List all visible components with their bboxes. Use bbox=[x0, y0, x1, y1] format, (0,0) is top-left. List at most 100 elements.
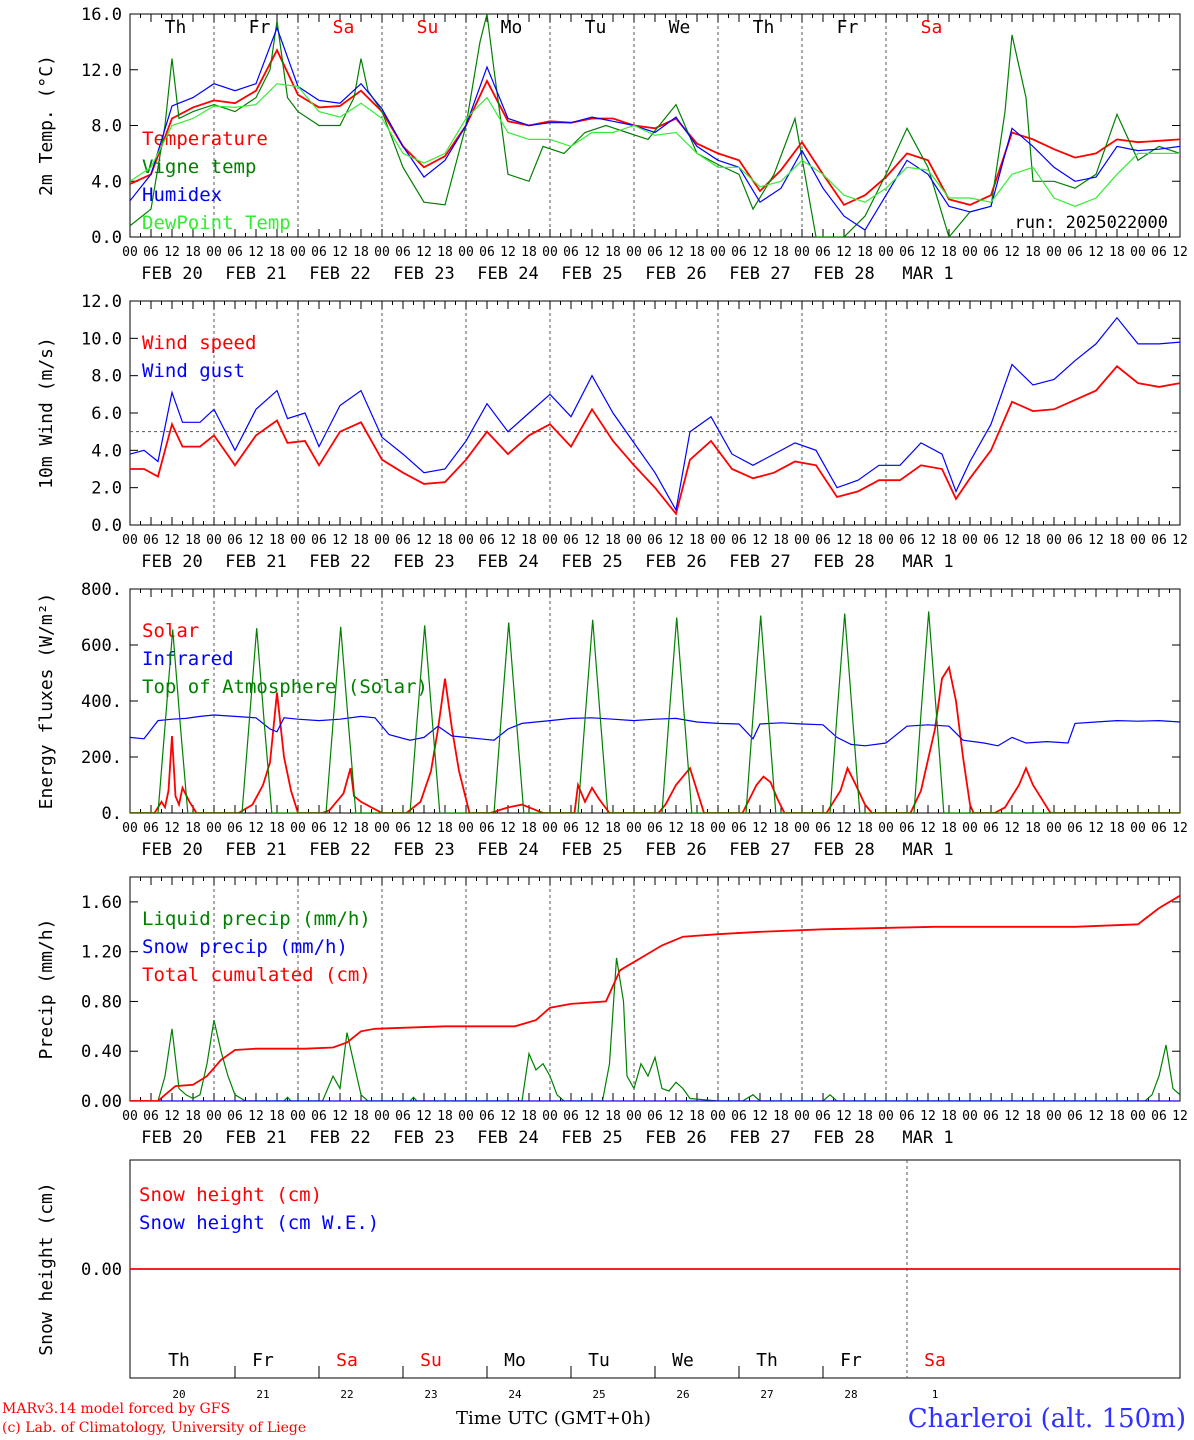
series-line-top-of-atmosphere-solar- bbox=[130, 611, 1180, 813]
hour-label: 12 bbox=[836, 1109, 852, 1124]
y-axis-title: Precip (mm/h) bbox=[36, 919, 57, 1060]
date-label: FEB 28 bbox=[813, 264, 874, 284]
y-tick-label: 1.60 bbox=[81, 893, 122, 913]
hour-label: 06 bbox=[983, 533, 999, 548]
hour-label: 00 bbox=[290, 533, 306, 548]
weekday-label: Sa bbox=[921, 17, 943, 38]
station-label: Charleroi (alt. 150m) bbox=[907, 1404, 1186, 1434]
hour-label: 12 bbox=[836, 245, 852, 260]
hour-label: 12 bbox=[248, 533, 264, 548]
date-label: FEB 26 bbox=[645, 1128, 706, 1148]
series-line-temperature bbox=[130, 48, 1180, 207]
hour-label: 00 bbox=[626, 533, 642, 548]
hour-label: 00 bbox=[458, 821, 474, 836]
hour-label: 00 bbox=[542, 1109, 558, 1124]
hour-label: 00 bbox=[122, 1109, 138, 1124]
hour-label: 00 bbox=[458, 245, 474, 260]
y-tick-label: 0.00 bbox=[81, 1260, 122, 1280]
hour-label: 00 bbox=[626, 821, 642, 836]
hour-label: 06 bbox=[395, 821, 411, 836]
hour-label: 06 bbox=[1067, 1109, 1083, 1124]
hour-label: 18 bbox=[185, 1109, 201, 1124]
hour-label: 18 bbox=[269, 533, 285, 548]
hour-label: 00 bbox=[458, 533, 474, 548]
weekday-label: Su bbox=[420, 1350, 442, 1371]
y-tick-label: 12.0 bbox=[81, 292, 122, 312]
hour-label: 00 bbox=[794, 245, 810, 260]
hour-label: 00 bbox=[542, 821, 558, 836]
hour-label: 00 bbox=[1130, 1109, 1146, 1124]
hour-label: 00 bbox=[542, 533, 558, 548]
hour-label: 12 bbox=[752, 1109, 768, 1124]
series-line-wind-speed bbox=[130, 365, 1180, 516]
hour-label: 00 bbox=[794, 821, 810, 836]
hour-label: 06 bbox=[143, 533, 159, 548]
hour-label: 12 bbox=[416, 821, 432, 836]
hour-label: 06 bbox=[563, 533, 579, 548]
date-label: FEB 28 bbox=[813, 840, 874, 860]
weekday-label: Mo bbox=[501, 17, 523, 38]
hour-label: 06 bbox=[479, 533, 495, 548]
y-tick-label: 6.0 bbox=[91, 404, 122, 424]
date-label: FEB 22 bbox=[309, 840, 370, 860]
hour-label: 18 bbox=[605, 533, 621, 548]
y-tick-label: 1.20 bbox=[81, 943, 122, 963]
date-label: FEB 26 bbox=[645, 264, 706, 284]
hour-label: 18 bbox=[269, 821, 285, 836]
hour-label: 12 bbox=[1172, 533, 1188, 548]
day-number-label: 25 bbox=[592, 1388, 605, 1401]
hour-label: 06 bbox=[731, 1109, 747, 1124]
weekday-label: Fr bbox=[249, 17, 271, 38]
weekday-label: Mo bbox=[504, 1350, 526, 1371]
weekday-label: Th bbox=[753, 17, 775, 38]
hour-label: 18 bbox=[689, 821, 705, 836]
hour-label: 00 bbox=[542, 245, 558, 260]
hour-label: 00 bbox=[710, 1109, 726, 1124]
hour-label: 00 bbox=[1130, 821, 1146, 836]
hour-label: 18 bbox=[689, 1109, 705, 1124]
hour-label: 18 bbox=[521, 821, 537, 836]
hour-label: 12 bbox=[332, 533, 348, 548]
hour-label: 00 bbox=[626, 245, 642, 260]
hour-label: 12 bbox=[668, 533, 684, 548]
date-label: MAR 1 bbox=[902, 552, 953, 572]
series-line-humidex bbox=[130, 26, 1180, 231]
hour-label: 00 bbox=[794, 1109, 810, 1124]
hour-label: 18 bbox=[1109, 245, 1125, 260]
series-line-infrared bbox=[130, 714, 1180, 747]
weekday-label: Sa bbox=[336, 1350, 358, 1371]
hour-label: 00 bbox=[290, 245, 306, 260]
weekday-label: Su bbox=[417, 17, 439, 38]
hour-label: 12 bbox=[164, 1109, 180, 1124]
y-tick-label: 0. bbox=[102, 804, 122, 824]
y-tick-label: 0.0 bbox=[91, 228, 122, 248]
legend-entry: Infrared bbox=[142, 648, 234, 670]
date-label: FEB 22 bbox=[309, 552, 370, 572]
hour-label: 00 bbox=[878, 533, 894, 548]
y-axis-title: 2m Temp. (°C) bbox=[36, 55, 57, 196]
hour-label: 06 bbox=[311, 821, 327, 836]
series-line-liquid-precip-mm-h- bbox=[130, 957, 1180, 1101]
hour-label: 06 bbox=[395, 245, 411, 260]
hour-label: 06 bbox=[1067, 245, 1083, 260]
hour-label: 18 bbox=[773, 533, 789, 548]
hour-label: 12 bbox=[668, 1109, 684, 1124]
hour-label: 00 bbox=[374, 1109, 390, 1124]
hour-label: 06 bbox=[1067, 821, 1083, 836]
hour-label: 18 bbox=[941, 533, 957, 548]
hour-label: 00 bbox=[122, 533, 138, 548]
hour-label: 06 bbox=[815, 821, 831, 836]
weekday-label: We bbox=[669, 17, 691, 38]
hour-label: 12 bbox=[1004, 821, 1020, 836]
weekday-label: Th bbox=[165, 17, 187, 38]
hour-label: 12 bbox=[1004, 245, 1020, 260]
hour-label: 00 bbox=[122, 245, 138, 260]
hour-label: 06 bbox=[311, 533, 327, 548]
legend-entry: Total cumulated (cm) bbox=[142, 964, 371, 986]
date-label: FEB 28 bbox=[813, 552, 874, 572]
y-tick-label: 16.0 bbox=[81, 5, 122, 25]
date-label: FEB 23 bbox=[393, 840, 454, 860]
hour-label: 06 bbox=[731, 245, 747, 260]
hour-label: 18 bbox=[521, 245, 537, 260]
